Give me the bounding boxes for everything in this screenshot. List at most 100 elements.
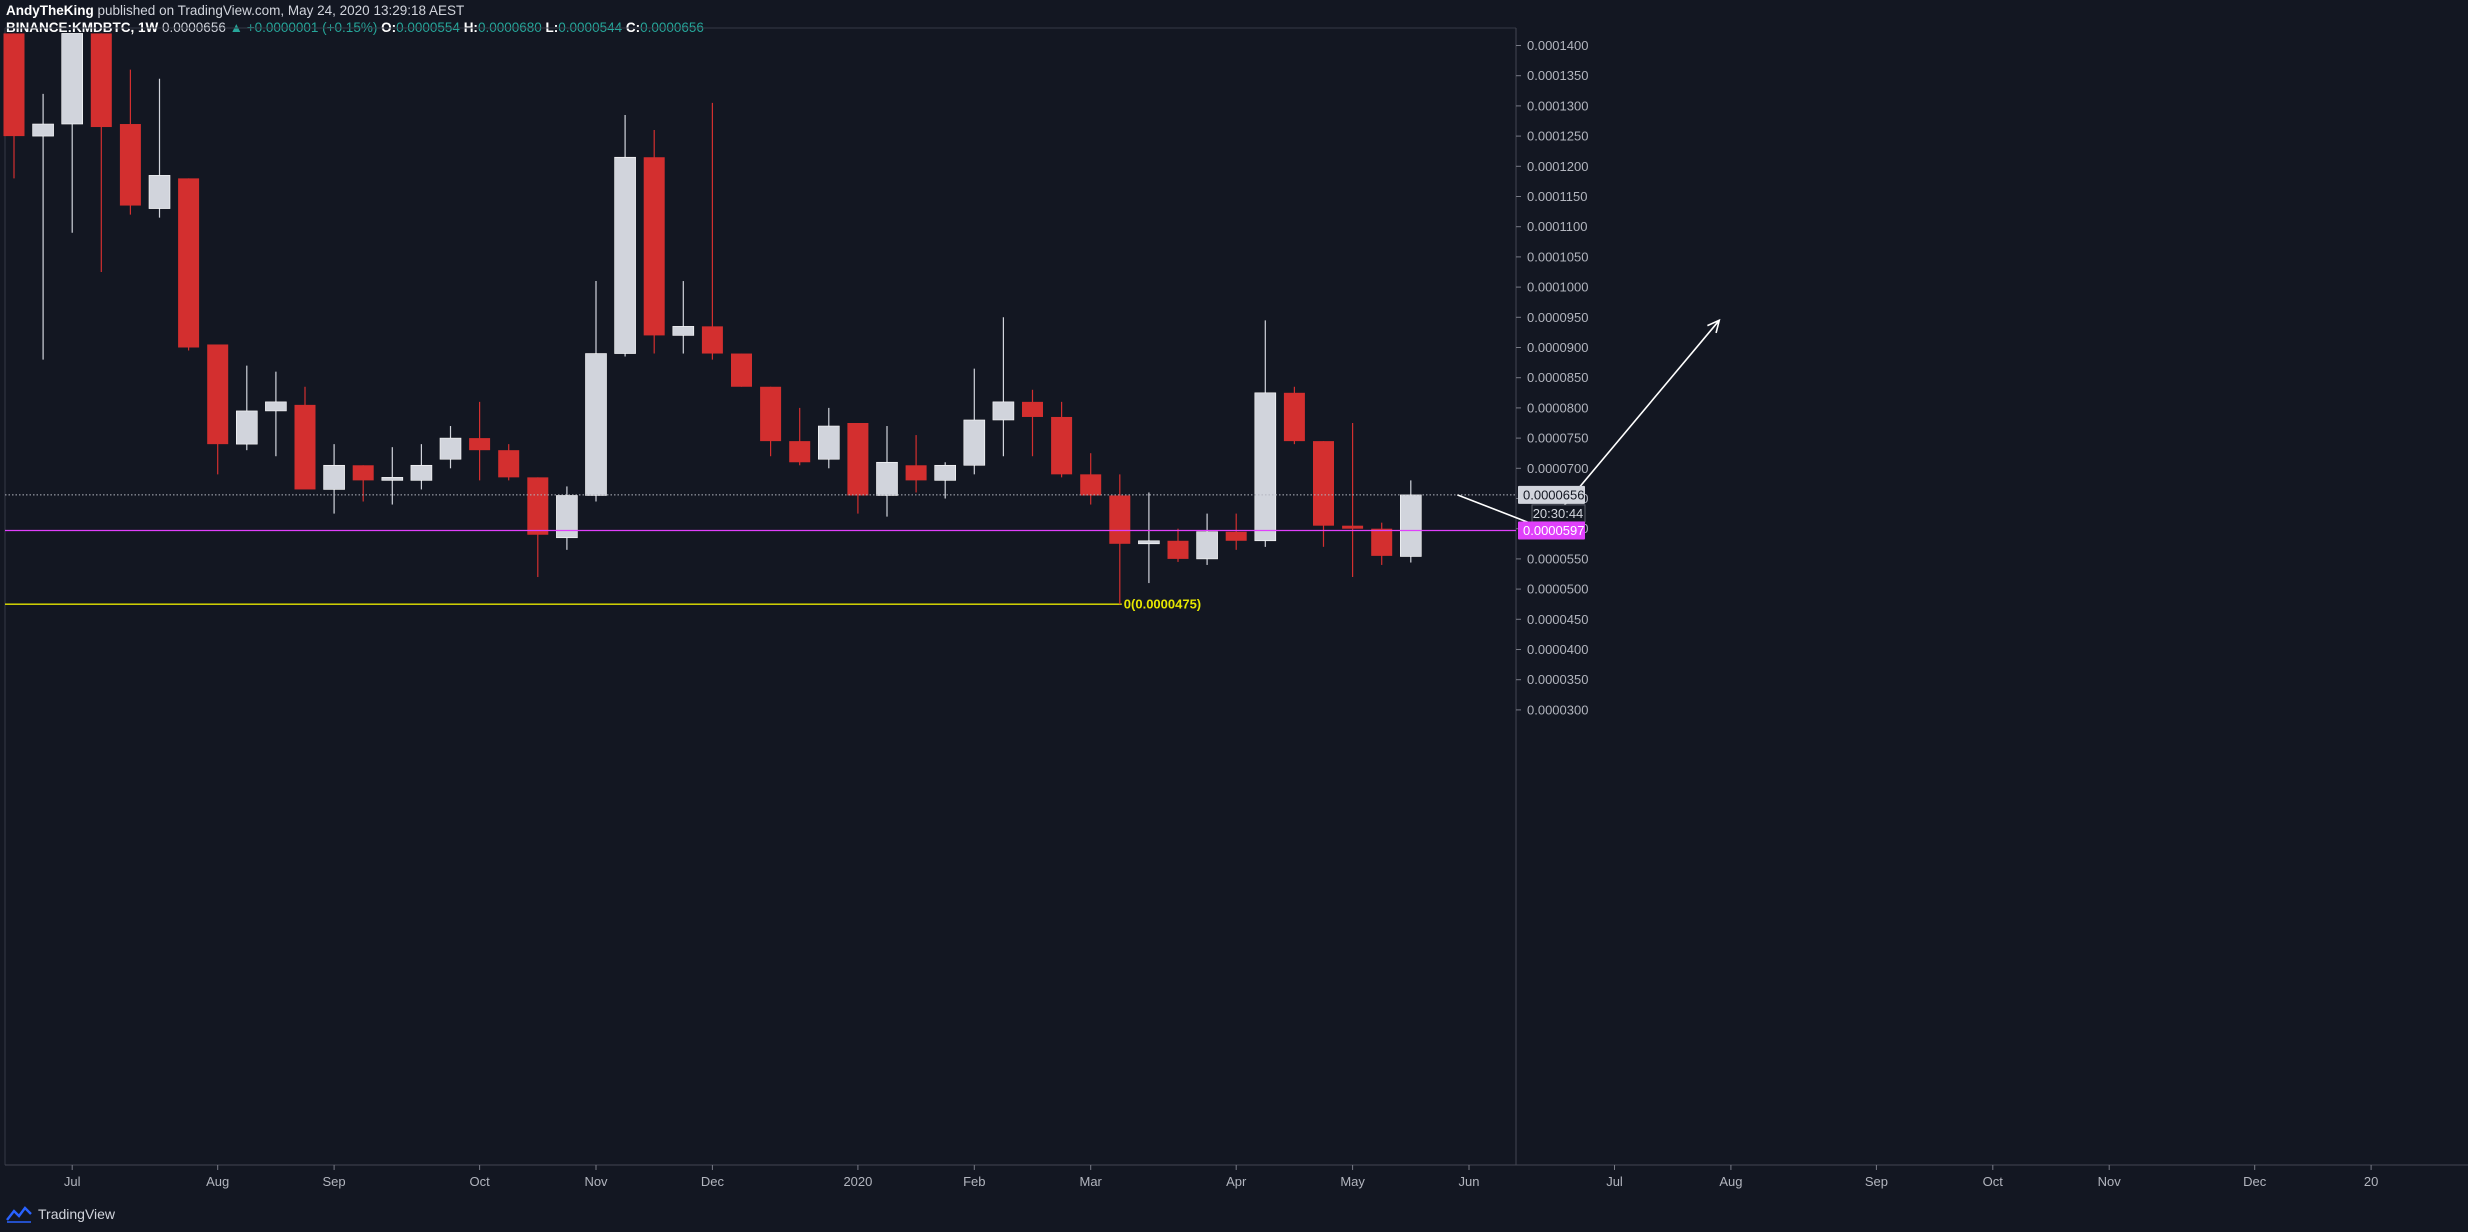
candle [294, 386, 316, 490]
y-tick-label: 0.0001150 [1527, 189, 1588, 204]
candle-body [381, 477, 404, 481]
candle [32, 93, 54, 360]
support-price-tag [1518, 521, 1585, 540]
x-tick-label: Mar [1080, 1174, 1103, 1189]
x-tick-label: May [1340, 1174, 1365, 1189]
candle [701, 102, 723, 360]
author-name[interactable]: AndyTheKing [6, 3, 94, 18]
x-tick-label: Aug [1719, 1174, 1742, 1189]
candle-body [876, 461, 898, 496]
y-tick-label: 0.0000700 [1527, 461, 1588, 476]
candle [672, 281, 695, 354]
y-tick-label: 0.0001100 [1527, 219, 1588, 234]
candle [1109, 474, 1131, 605]
y-tick-label: 0.0000500 [1527, 582, 1588, 597]
candle-body [61, 33, 84, 125]
candle-body [1138, 540, 1160, 545]
y-tick-label: 0.0000800 [1527, 400, 1588, 415]
candle-body [1109, 495, 1131, 544]
x-tick-label: Oct [1983, 1174, 2004, 1189]
y-tick-label: 0.0001300 [1527, 98, 1588, 113]
candle-body [439, 437, 462, 460]
candle [1022, 389, 1043, 457]
x-tick-label: Dec [2243, 1174, 2267, 1189]
y-tick-label: 0.0001350 [1527, 68, 1588, 83]
publish-info: published on TradingView.com, May 24, 20… [97, 3, 465, 18]
x-tick-label: 2020 [843, 1174, 872, 1189]
candle [585, 281, 607, 502]
candle [992, 317, 1015, 457]
price-axis[interactable]: 0.0001400 0.0001350 0.0001300 0.0001250 0.00… [1516, 38, 1588, 717]
fib-level[interactable]: 0(0.0000475) [5, 597, 1201, 612]
candle-body [469, 438, 491, 451]
y-tick-label: 0.0000300 [1527, 702, 1588, 717]
y-tick-label: 0.0000950 [1527, 310, 1588, 325]
candle-body [410, 464, 433, 481]
y-tick-label: 0.0000450 [1527, 612, 1588, 627]
y-tick-label: 0.0000400 [1527, 642, 1588, 657]
candle [1371, 522, 1393, 565]
candle-body [3, 33, 25, 137]
candle-body [90, 33, 112, 128]
time-axis[interactable]: Jul Aug Sep Oct Nov Dec 2020 Feb Mar Apr May Jun Jul… [64, 1165, 2378, 1189]
candle [1283, 386, 1305, 445]
last-price-value: 0.0000656 [1523, 487, 1584, 502]
candle [789, 407, 811, 466]
candle-body [760, 386, 782, 442]
candle-body [789, 441, 811, 463]
x-tick-label: Aug [206, 1174, 229, 1189]
candle [410, 444, 433, 490]
y-tick-label: 0.0000750 [1527, 431, 1588, 446]
candle-body [1167, 540, 1189, 559]
candle [178, 178, 200, 351]
candle-body [992, 401, 1015, 421]
candle [236, 365, 258, 451]
candle [876, 426, 898, 517]
fib-zero-label: 0(0.0000475) [1124, 597, 1201, 612]
candle [207, 344, 229, 475]
candle [1313, 441, 1334, 547]
candle-body [556, 495, 578, 539]
candle-body [1342, 525, 1364, 529]
x-tick-label: Apr [1226, 1174, 1247, 1189]
candle [847, 423, 869, 514]
x-tick-label: 20 [2364, 1174, 2378, 1189]
candle-body [1313, 441, 1334, 526]
candle-body [963, 419, 986, 466]
candle [905, 435, 927, 493]
x-tick-label: Sep [1865, 1174, 1888, 1189]
candle [556, 486, 578, 550]
candle [1196, 513, 1218, 565]
x-tick-label: Oct [469, 1174, 490, 1189]
candle-body [527, 477, 549, 535]
x-tick-label: Dec [701, 1174, 725, 1189]
candle-body [32, 123, 54, 137]
candle-body [1051, 416, 1073, 475]
candle [1080, 453, 1102, 505]
candle-body [236, 410, 258, 445]
candle [90, 33, 112, 272]
candle-body [934, 464, 957, 481]
candle-body [905, 465, 927, 481]
candle [1225, 513, 1247, 550]
candle-body [585, 353, 607, 496]
x-tick-label: Sep [323, 1174, 346, 1189]
x-tick-label: Jul [64, 1174, 81, 1189]
candle-body [1254, 392, 1277, 542]
y-tick-label: 0.0001250 [1527, 129, 1588, 144]
tradingview-brand[interactable]: TradingView [38, 1206, 116, 1222]
footer: TradingView [6, 1204, 115, 1224]
tradingview-logo-icon[interactable] [6, 1205, 32, 1223]
candle-body [148, 175, 171, 209]
projection-arrowhead-end [1707, 318, 1721, 334]
candle-body [847, 423, 869, 496]
y-tick-label: 0.0001050 [1527, 249, 1588, 264]
candle [1167, 528, 1189, 562]
candle-body [672, 326, 695, 336]
candles [3, 33, 1422, 605]
candle [934, 462, 957, 499]
x-tick-label: Feb [963, 1174, 985, 1189]
candle-body [119, 124, 141, 206]
candle [760, 386, 782, 457]
